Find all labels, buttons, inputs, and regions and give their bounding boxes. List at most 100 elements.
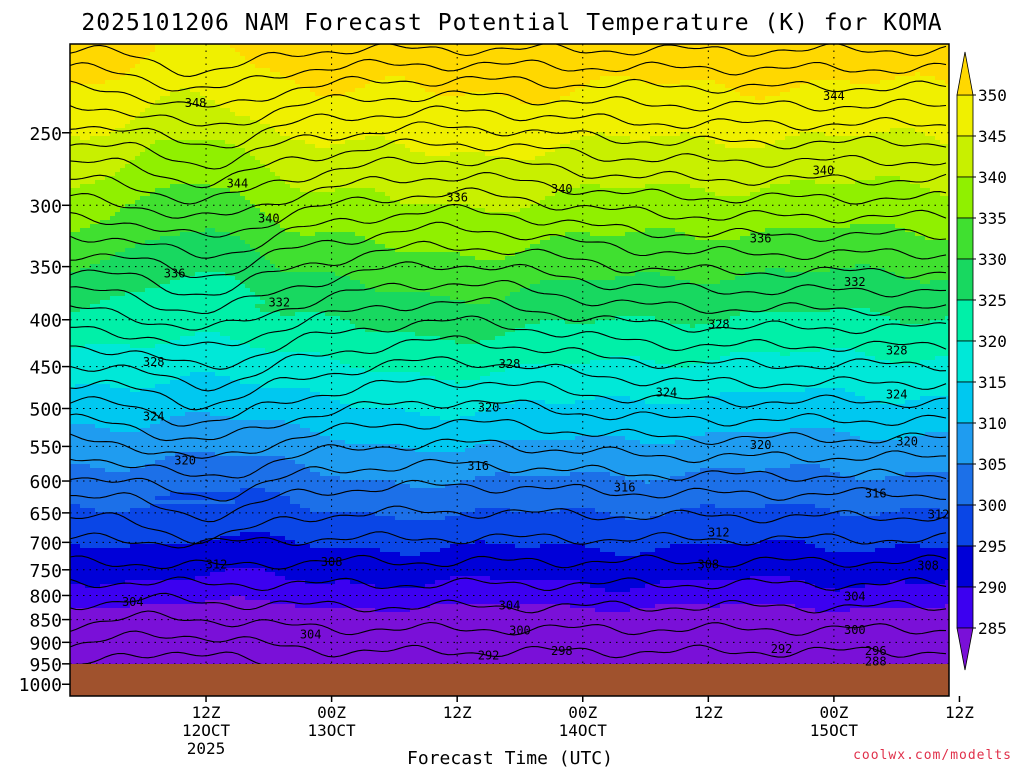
shade-cell bbox=[690, 112, 696, 117]
shade-cell bbox=[275, 132, 281, 137]
shade-cell bbox=[595, 64, 601, 69]
shade-cell bbox=[270, 108, 276, 113]
shade-cell bbox=[330, 124, 336, 129]
shade-cell bbox=[380, 124, 386, 129]
shade-cell bbox=[565, 124, 571, 129]
shade-cell bbox=[680, 56, 686, 61]
shade-cell bbox=[585, 76, 591, 81]
shade-cell bbox=[290, 56, 296, 61]
shade-cell bbox=[175, 52, 181, 57]
shade-cell bbox=[210, 76, 216, 81]
shade-cell bbox=[160, 108, 166, 113]
shade-cell bbox=[435, 48, 441, 53]
shade-cell bbox=[375, 136, 381, 141]
shade-cell bbox=[770, 88, 776, 93]
shade-cell bbox=[275, 48, 281, 53]
shade-cell bbox=[855, 100, 861, 105]
shade-cell bbox=[930, 76, 936, 81]
shade-cell bbox=[355, 120, 361, 125]
shade-cell bbox=[125, 148, 131, 153]
shade-cell bbox=[110, 80, 116, 85]
shade-cell bbox=[215, 140, 221, 145]
shade-cell bbox=[840, 120, 846, 125]
shade-cell bbox=[230, 72, 236, 77]
shade-cell bbox=[205, 140, 211, 145]
shade-cell bbox=[750, 152, 756, 157]
shade-cell bbox=[810, 100, 816, 105]
shade-cell bbox=[170, 96, 176, 101]
shade-cell bbox=[700, 96, 706, 101]
shade-cell bbox=[660, 52, 666, 57]
shade-cell bbox=[360, 88, 366, 93]
shade-cell bbox=[920, 120, 926, 125]
shade-cell bbox=[390, 88, 396, 93]
shade-cell bbox=[445, 104, 451, 109]
shade-cell bbox=[410, 144, 416, 149]
shade-cell bbox=[325, 88, 331, 93]
shade-cell bbox=[100, 68, 106, 73]
shade-cell bbox=[370, 112, 376, 117]
shade-cell bbox=[275, 100, 281, 105]
shade-cell bbox=[780, 112, 786, 117]
shade-cell bbox=[475, 48, 481, 53]
shade-cell bbox=[410, 124, 416, 129]
shade-cell bbox=[780, 52, 786, 57]
shade-cell bbox=[615, 92, 621, 97]
shade-cell bbox=[900, 140, 906, 145]
shade-cell bbox=[495, 44, 501, 49]
shade-cell bbox=[635, 144, 641, 149]
shade-cell bbox=[700, 152, 706, 157]
shade-cell bbox=[320, 56, 326, 61]
shade-cell bbox=[75, 72, 81, 77]
shade-cell bbox=[645, 84, 651, 89]
shade-cell bbox=[815, 140, 821, 145]
shade-cell bbox=[630, 76, 636, 81]
shade-cell bbox=[850, 44, 856, 49]
shade-cell bbox=[745, 72, 751, 77]
shade-cell bbox=[570, 80, 576, 85]
shade-cell bbox=[840, 60, 846, 65]
shade-cell bbox=[715, 112, 721, 117]
shade-cell bbox=[115, 96, 121, 101]
shade-cell bbox=[685, 120, 691, 125]
shade-cell bbox=[635, 48, 641, 53]
shade-cell bbox=[585, 136, 591, 141]
shade-cell bbox=[145, 92, 151, 97]
shade-cell bbox=[930, 88, 936, 93]
shade-cell bbox=[930, 64, 936, 69]
shade-cell bbox=[140, 152, 146, 157]
shade-cell bbox=[920, 100, 926, 105]
shade-cell bbox=[575, 64, 581, 69]
shade-cell bbox=[905, 112, 911, 117]
shade-cell bbox=[610, 116, 616, 121]
shade-cell bbox=[305, 116, 311, 121]
shade-cell bbox=[100, 140, 106, 145]
shade-cell bbox=[545, 140, 551, 145]
shade-cell bbox=[765, 108, 771, 113]
shade-cell bbox=[615, 112, 621, 117]
shade-cell bbox=[765, 136, 771, 141]
shade-cell bbox=[770, 104, 776, 109]
shade-cell bbox=[110, 64, 116, 69]
shade-cell bbox=[110, 76, 116, 81]
shade-cell bbox=[745, 76, 751, 81]
shade-cell bbox=[910, 140, 916, 145]
shade-cell bbox=[270, 68, 276, 73]
shade-cell bbox=[410, 100, 416, 105]
shade-cell bbox=[750, 56, 756, 61]
shade-cell bbox=[455, 84, 461, 89]
shade-cell bbox=[855, 120, 861, 125]
shade-cell bbox=[660, 92, 666, 97]
shade-cell bbox=[185, 48, 191, 53]
shade-cell bbox=[410, 104, 416, 109]
shade-cell bbox=[75, 100, 81, 105]
shade-cell bbox=[470, 76, 476, 81]
shade-cell bbox=[850, 120, 856, 125]
shade-cell bbox=[235, 128, 241, 133]
shade-cell bbox=[170, 132, 176, 137]
shade-cell bbox=[680, 120, 686, 125]
shade-cell bbox=[390, 52, 396, 57]
shade-cell bbox=[650, 96, 656, 101]
shade-cell bbox=[590, 140, 596, 145]
shade-cell bbox=[415, 148, 421, 153]
